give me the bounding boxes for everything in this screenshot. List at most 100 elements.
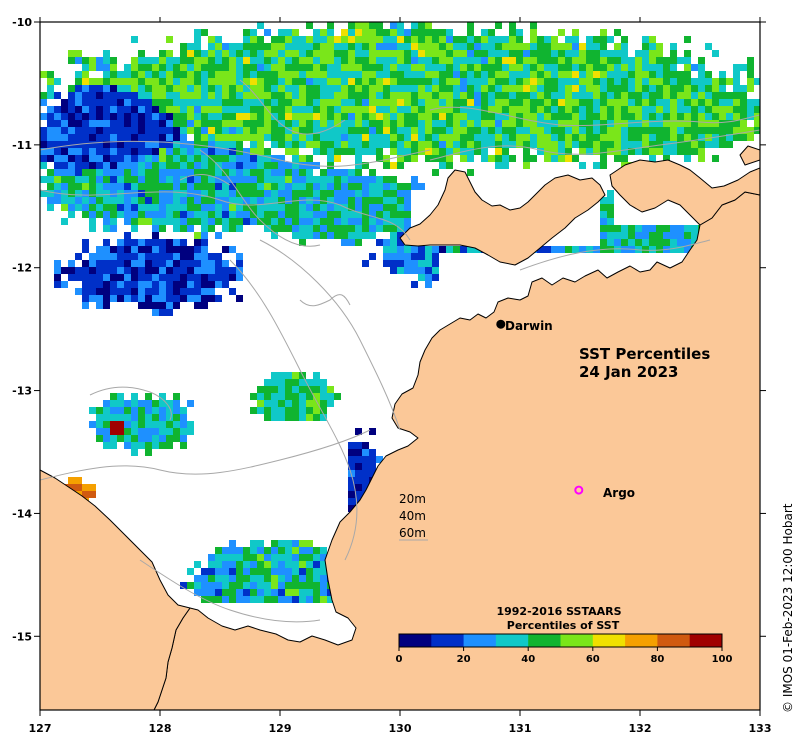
sst-pixel bbox=[152, 225, 159, 232]
sst-pixel bbox=[362, 120, 369, 127]
sst-pixel bbox=[285, 36, 292, 43]
sst-pixel bbox=[670, 141, 677, 148]
sst-pixel bbox=[649, 232, 656, 239]
sst-pixel bbox=[243, 582, 250, 589]
sst-pixel bbox=[159, 106, 166, 113]
sst-pixel bbox=[96, 57, 103, 64]
sst-pixel bbox=[355, 428, 362, 435]
sst-pixel bbox=[306, 85, 313, 92]
sst-pixel bbox=[103, 253, 110, 260]
sst-pixel bbox=[187, 155, 194, 162]
sst-pixel bbox=[222, 71, 229, 78]
sst-pixel bbox=[747, 106, 754, 113]
sst-pixel bbox=[117, 407, 124, 414]
sst-pixel bbox=[222, 274, 229, 281]
sst-pixel bbox=[152, 204, 159, 211]
sst-pixel bbox=[642, 113, 649, 120]
sst-pixel bbox=[341, 211, 348, 218]
sst-pixel bbox=[292, 561, 299, 568]
sst-pixel bbox=[264, 596, 271, 603]
sst-pixel bbox=[159, 190, 166, 197]
sst-pixel bbox=[180, 442, 187, 449]
sst-pixel bbox=[705, 99, 712, 106]
sst-pixel bbox=[369, 211, 376, 218]
sst-pixel bbox=[299, 379, 306, 386]
sst-pixel bbox=[593, 50, 600, 57]
sst-pixel bbox=[320, 134, 327, 141]
sst-pixel bbox=[341, 127, 348, 134]
sst-pixel bbox=[292, 582, 299, 589]
sst-pixel bbox=[131, 162, 138, 169]
sst-pixel bbox=[264, 197, 271, 204]
sst-pixel bbox=[404, 260, 411, 267]
sst-pixel bbox=[446, 134, 453, 141]
sst-pixel bbox=[215, 260, 222, 267]
sst-pixel bbox=[474, 127, 481, 134]
sst-pixel bbox=[432, 120, 439, 127]
sst-pixel bbox=[145, 449, 152, 456]
sst-pixel bbox=[145, 302, 152, 309]
sst-pixel bbox=[313, 36, 320, 43]
sst-pixel bbox=[306, 92, 313, 99]
sst-pixel bbox=[250, 43, 257, 50]
sst-pixel bbox=[208, 211, 215, 218]
sst-pixel bbox=[474, 85, 481, 92]
sst-pixel bbox=[124, 148, 131, 155]
sst-pixel bbox=[397, 239, 404, 246]
sst-pixel bbox=[544, 155, 551, 162]
sst-pixel bbox=[355, 225, 362, 232]
sst-pixel bbox=[159, 239, 166, 246]
sst-pixel bbox=[201, 267, 208, 274]
sst-pixel bbox=[453, 78, 460, 85]
sst-pixel bbox=[432, 57, 439, 64]
sst-pixel bbox=[187, 120, 194, 127]
sst-pixel bbox=[103, 421, 110, 428]
sst-pixel bbox=[355, 92, 362, 99]
sst-pixel bbox=[222, 155, 229, 162]
sst-pixel bbox=[180, 64, 187, 71]
sst-pixel bbox=[313, 92, 320, 99]
sst-pixel bbox=[299, 36, 306, 43]
sst-pixel bbox=[194, 302, 201, 309]
sst-pixel bbox=[117, 85, 124, 92]
sst-pixel bbox=[236, 225, 243, 232]
sst-pixel bbox=[131, 414, 138, 421]
sst-pixel bbox=[369, 470, 376, 477]
sst-pixel bbox=[68, 183, 75, 190]
sst-pixel bbox=[47, 127, 54, 134]
sst-pixel bbox=[236, 162, 243, 169]
sst-pixel bbox=[320, 64, 327, 71]
sst-pixel bbox=[348, 141, 355, 148]
sst-pixel bbox=[208, 288, 215, 295]
sst-pixel bbox=[82, 197, 89, 204]
sst-pixel bbox=[446, 78, 453, 85]
sst-pixel bbox=[334, 64, 341, 71]
sst-pixel bbox=[75, 253, 82, 260]
sst-pixel bbox=[124, 421, 131, 428]
sst-pixel bbox=[712, 106, 719, 113]
sst-pixel bbox=[418, 29, 425, 36]
sst-pixel bbox=[656, 50, 663, 57]
sst-pixel bbox=[271, 218, 278, 225]
sst-pixel bbox=[355, 64, 362, 71]
sst-pixel bbox=[460, 50, 467, 57]
sst-pixel bbox=[656, 43, 663, 50]
sst-pixel bbox=[61, 218, 68, 225]
sst-pixel bbox=[376, 113, 383, 120]
sst-pixel bbox=[110, 281, 117, 288]
sst-pixel bbox=[159, 407, 166, 414]
sst-pixel bbox=[642, 127, 649, 134]
sst-pixel bbox=[579, 85, 586, 92]
sst-pixel bbox=[691, 127, 698, 134]
sst-pixel bbox=[152, 274, 159, 281]
sst-pixel bbox=[208, 148, 215, 155]
sst-pixel bbox=[600, 78, 607, 85]
sst-pixel bbox=[131, 197, 138, 204]
sst-pixel bbox=[320, 120, 327, 127]
sst-pixel bbox=[110, 435, 117, 442]
sst-pixel bbox=[54, 197, 61, 204]
sst-pixel bbox=[334, 204, 341, 211]
sst-pixel bbox=[131, 428, 138, 435]
sst-pixel bbox=[194, 561, 201, 568]
sst-pixel bbox=[425, 92, 432, 99]
